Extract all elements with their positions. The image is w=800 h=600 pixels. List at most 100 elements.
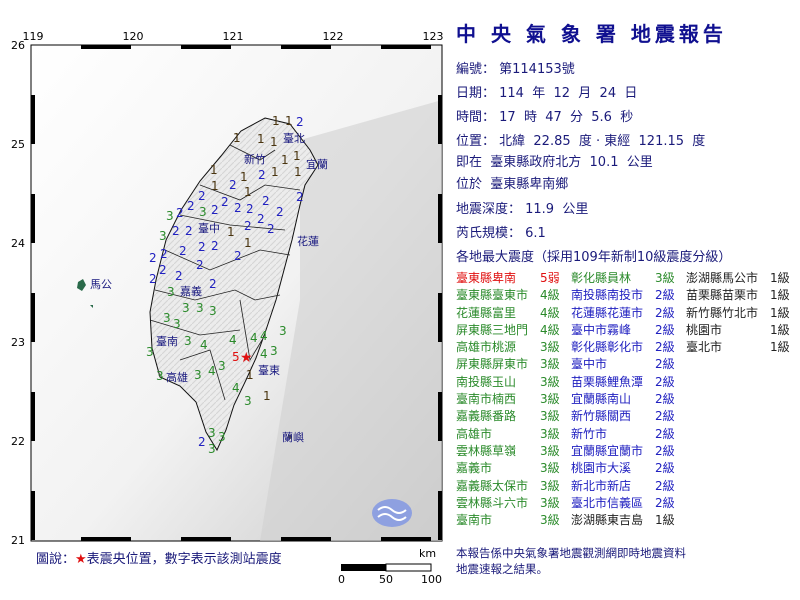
station-intensity-mark: 2 [160,247,168,261]
station-intensity-mark: 2 [211,239,219,253]
map-legend: 圖說：★表震央位置，數字表示該測站震度 [36,548,282,567]
station-intensity-mark: 3 [199,205,207,219]
station-name: 屏東縣屏東市 [456,357,529,372]
station-name: 新竹市 [571,426,608,441]
epicenter-star-icon: ★ [240,350,253,366]
intensity-row: 澎湖縣東吉島 1級 [571,512,683,529]
intensity-row: 澎湖縣馬公市 1級 [686,270,798,287]
station-intensity: 2級 [655,443,675,458]
intensity-column: 臺東縣卑南 5弱 臺東縣臺東市 4級 花蓮縣富里 4級 屏東縣三地門 4級 高雄市桃源 3級 屏東縣… [456,270,568,529]
station-intensity: 2級 [655,409,675,424]
station-intensity-mark: 4 [229,333,237,347]
station-intensity: 3級 [655,271,675,285]
intensity-row: 臺南市楠西 3級 [456,391,568,408]
station-name: 苗栗縣苗栗市 [686,288,759,303]
station-intensity-mark: 3 [218,359,226,373]
station-name: 南投縣南投市 [571,288,644,303]
station-intensity-mark: 2 [198,435,206,449]
station-intensity-mark: 2 [229,178,237,192]
report-region: 位於 臺東縣卑南鄉 [456,177,569,192]
station-intensity: 2級 [655,392,675,407]
report-date: 日期： 114 年 12 月 24 日 [456,86,638,101]
station-intensity-mark: 3 [173,317,181,331]
station-intensity-mark: 2 [209,277,217,291]
city-label: 新竹 [244,152,266,166]
report-note: 本報告係中央氣象署地震觀測網即時地震資料 地震速報之結果。 [456,545,686,577]
station-intensity-mark: 1 [240,170,248,184]
intensity-row: 臺東縣臺東市 4級 [456,287,568,304]
station-intensity-mark: 1 [281,153,289,167]
intensity-row: 嘉義縣太保市 3級 [456,478,568,495]
station-intensity-mark: 1 [210,163,218,177]
lanyu-island [288,435,292,439]
station-name: 臺東縣卑南 [456,271,517,285]
report-depth: 地震深度： 11.9 公里 [456,202,589,217]
station-intensity-mark: 3 [279,324,287,338]
lat-tick-label: 25 [11,138,25,151]
intensity-row: 屏東縣三地門 4級 [456,322,568,339]
lat-tick-label: 24 [11,237,25,250]
station-intensity-mark: 4 [250,331,258,345]
station-intensity-mark: 2 [276,205,284,219]
station-intensity: 1級 [770,305,790,320]
station-intensity-mark: 2 [221,195,229,209]
lon-tick-label: 123 [423,30,444,43]
station-intensity-mark: 2 [267,222,275,236]
station-intensity-mark: 2 [176,206,184,220]
station-intensity-mark: 1 [293,149,301,163]
station-intensity-mark: 4 [232,381,240,395]
station-intensity-mark: 3 [208,426,216,440]
station-intensity: 1級 [770,271,790,285]
station-intensity: 2級 [655,305,675,320]
station-intensity: 2級 [655,288,675,303]
station-intensity: 4級 [540,305,560,320]
station-name: 彰化縣員林 [571,271,632,285]
station-intensity-mark: 1 [270,135,278,149]
station-intensity-mark: 3 [194,368,202,382]
station-intensity: 2級 [655,322,675,337]
station-intensity-mark: 2 [175,269,183,283]
intensity-row: 臺中市 2級 [571,356,683,373]
station-intensity-mark: 1 [294,165,302,179]
note-line-1: 本報告係中央氣象署地震觀測網即時地震資料 [456,546,686,560]
seafloor-east [260,100,442,541]
intensity-row: 宜蘭縣南山 2級 [571,391,683,408]
station-intensity-mark: 1 [227,225,235,239]
station-intensity-mark: 3 [218,430,226,444]
station-name: 高雄市桃源 [456,340,517,355]
station-intensity-mark: 3 [167,285,175,299]
station-intensity: 3級 [540,426,560,441]
intensity-row: 屏東縣屏東市 3級 [456,356,568,373]
station-intensity-mark: 2 [262,194,270,208]
intensity-row: 雲林縣斗六市 3級 [456,495,568,512]
intensity-row: 臺南市 3級 [456,512,568,529]
station-intensity-mark: 2 [244,219,252,233]
epicenter-label: 5 [232,350,240,364]
station-intensity-mark: 1 [233,131,241,145]
lat-tick-label: 21 [11,534,25,547]
station-intensity-mark: 2 [211,203,219,217]
station-intensity-mark: 2 [257,212,265,226]
report-number: 編號： 第114153號 [456,62,575,77]
intensity-row: 花蓮縣富里 4級 [456,305,568,322]
station-intensity-mark: 3 [184,334,192,348]
station-name: 宜蘭縣宜蘭市 [571,443,644,458]
station-intensity: 4級 [540,288,560,303]
legend-prefix: 圖說： [36,552,76,567]
intensity-row: 苗栗縣苗栗市 1級 [686,287,798,304]
station-intensity-mark: 1 [244,236,252,250]
station-intensity: 2級 [655,495,675,510]
intensity-row: 桃園市 1級 [686,322,798,339]
station-intensity-mark: 2 [159,263,167,277]
city-label: 宜蘭 [306,157,328,171]
station-intensity-mark: 3 [270,344,278,358]
intensity-row: 新竹縣關西 2級 [571,408,683,425]
report-magnitude: 芮氏規模： 6.1 [456,226,546,241]
station-intensity-mark: 2 [149,272,157,286]
station-name: 澎湖縣東吉島 [571,513,644,528]
intensity-row: 嘉義市 3級 [456,460,568,477]
scale-label-50: 50 [379,573,393,586]
intensity-row: 桃園市大溪 2級 [571,460,683,477]
intensity-row: 高雄市 3級 [456,426,568,443]
report-location: 位置： 北緯 22.85 度 · 東經 121.15 度 [456,134,706,149]
